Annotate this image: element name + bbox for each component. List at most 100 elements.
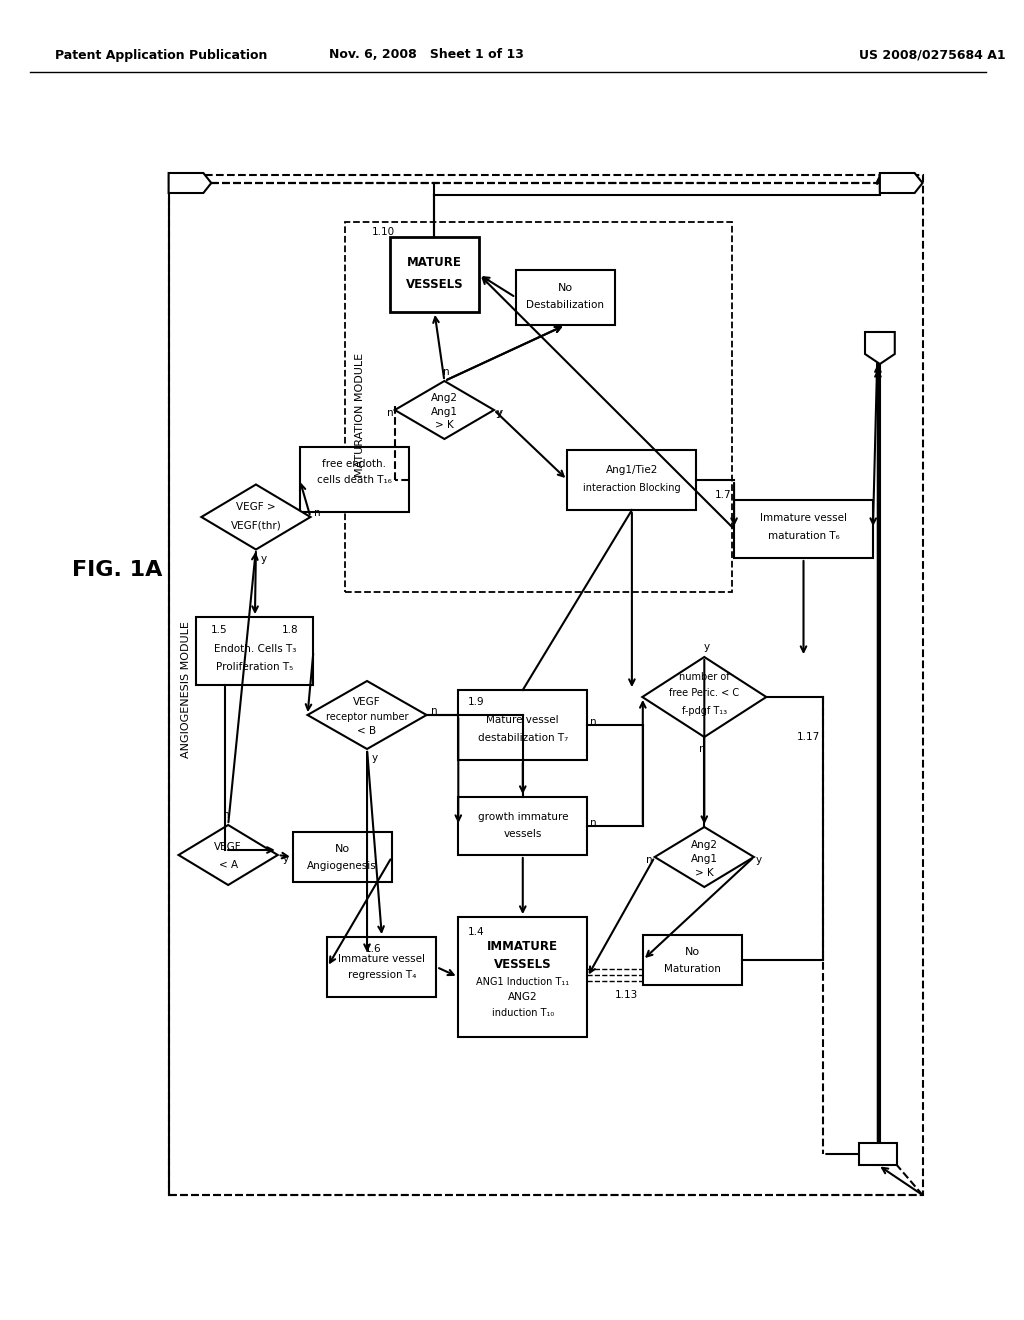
Text: < A: < A bbox=[218, 861, 238, 870]
Bar bbox=[169, 176, 923, 1195]
Text: Destabilization: Destabilization bbox=[526, 300, 604, 310]
Polygon shape bbox=[202, 484, 310, 549]
Text: y: y bbox=[261, 554, 267, 564]
Polygon shape bbox=[880, 173, 923, 193]
Bar bbox=[859, 1143, 897, 1166]
Bar bbox=[643, 935, 742, 985]
Text: No: No bbox=[685, 946, 700, 957]
Text: VESSELS: VESSELS bbox=[494, 957, 552, 970]
Text: n: n bbox=[590, 717, 597, 727]
Polygon shape bbox=[642, 657, 766, 737]
Text: Ang1/Tie2: Ang1/Tie2 bbox=[606, 465, 658, 475]
Text: 1.4: 1.4 bbox=[468, 927, 484, 937]
Bar bbox=[345, 222, 732, 591]
Text: > K: > K bbox=[435, 420, 454, 430]
Text: No: No bbox=[335, 843, 350, 854]
Text: MATURATION MODULE: MATURATION MODULE bbox=[355, 352, 366, 477]
Text: n: n bbox=[223, 810, 229, 820]
Bar bbox=[300, 447, 409, 512]
Text: VESSELS: VESSELS bbox=[406, 277, 463, 290]
Text: 3: 3 bbox=[873, 1147, 883, 1160]
Text: free endoth.: free endoth. bbox=[323, 459, 386, 469]
Bar bbox=[328, 937, 436, 997]
Text: VEGF: VEGF bbox=[214, 842, 242, 851]
Text: Nov. 6, 2008   Sheet 1 of 13: Nov. 6, 2008 Sheet 1 of 13 bbox=[329, 49, 524, 62]
Text: Angiogenesis: Angiogenesis bbox=[307, 861, 377, 871]
Text: interaction Blocking: interaction Blocking bbox=[583, 483, 681, 492]
Text: y: y bbox=[756, 855, 762, 865]
Text: regression T₄: regression T₄ bbox=[348, 970, 416, 979]
Text: Ang2: Ang2 bbox=[691, 840, 718, 850]
Text: Endoth. Cells T₃: Endoth. Cells T₃ bbox=[214, 644, 296, 653]
Text: < B: < B bbox=[357, 726, 377, 737]
Bar bbox=[516, 271, 615, 325]
Text: Ang1: Ang1 bbox=[691, 854, 718, 865]
Text: 1.17: 1.17 bbox=[797, 733, 820, 742]
Text: 1.9: 1.9 bbox=[468, 697, 484, 708]
Text: VEGF(thr): VEGF(thr) bbox=[230, 520, 282, 531]
Text: 1.7: 1.7 bbox=[715, 490, 731, 500]
Text: 1.8: 1.8 bbox=[282, 624, 299, 635]
Text: growth immature: growth immature bbox=[477, 812, 568, 822]
Text: FIG. 1A: FIG. 1A bbox=[72, 560, 162, 579]
Text: VEGF: VEGF bbox=[353, 697, 381, 708]
Bar bbox=[197, 616, 313, 685]
Text: number of: number of bbox=[679, 672, 730, 682]
Text: y: y bbox=[703, 642, 710, 652]
Text: free Peric. < C: free Peric. < C bbox=[670, 688, 739, 698]
Bar bbox=[459, 690, 587, 760]
Polygon shape bbox=[865, 333, 895, 364]
Text: 1.13: 1.13 bbox=[614, 990, 638, 1001]
Text: US 2008/0275684 A1: US 2008/0275684 A1 bbox=[859, 49, 1006, 62]
Text: n: n bbox=[431, 706, 438, 715]
Text: 1.10: 1.10 bbox=[372, 227, 395, 238]
Text: No: No bbox=[558, 282, 573, 293]
Text: ANGIOGENESIS MODULE: ANGIOGENESIS MODULE bbox=[181, 622, 191, 759]
Text: n: n bbox=[443, 367, 450, 378]
Text: y: y bbox=[283, 854, 289, 865]
Text: n: n bbox=[646, 855, 653, 865]
Text: Patent Application Publication: Patent Application Publication bbox=[54, 49, 267, 62]
Text: 1: 1 bbox=[182, 177, 190, 190]
Text: Ang1: Ang1 bbox=[431, 407, 458, 417]
Text: n: n bbox=[699, 744, 706, 754]
Text: 2: 2 bbox=[893, 177, 902, 190]
Text: 4: 4 bbox=[876, 338, 885, 351]
Text: y: y bbox=[496, 408, 502, 418]
Text: ANG2: ANG2 bbox=[508, 993, 538, 1002]
Text: IMMATURE: IMMATURE bbox=[487, 940, 558, 953]
Text: Proliferation T₅: Proliferation T₅ bbox=[216, 663, 294, 672]
Text: MATURE: MATURE bbox=[408, 256, 462, 268]
Text: Maturation: Maturation bbox=[664, 964, 721, 974]
Text: induction T₁₀: induction T₁₀ bbox=[492, 1008, 554, 1018]
Bar bbox=[459, 917, 587, 1038]
Text: maturation T₆: maturation T₆ bbox=[768, 531, 840, 541]
Polygon shape bbox=[654, 828, 754, 887]
Text: receptor number: receptor number bbox=[326, 711, 409, 722]
Text: cells death T₁₆: cells death T₁₆ bbox=[316, 475, 391, 484]
Text: ANG1 Induction T₁₁: ANG1 Induction T₁₁ bbox=[476, 977, 569, 987]
Text: y: y bbox=[497, 408, 503, 418]
Text: y: y bbox=[372, 752, 378, 763]
Text: n: n bbox=[590, 818, 597, 828]
Text: n: n bbox=[314, 508, 321, 517]
Text: 1.5: 1.5 bbox=[211, 624, 228, 635]
Text: Mature vessel: Mature vessel bbox=[486, 715, 559, 725]
Bar bbox=[390, 238, 479, 312]
Bar bbox=[567, 450, 696, 510]
Text: destabilization T₇: destabilization T₇ bbox=[477, 733, 568, 743]
Bar bbox=[459, 797, 587, 855]
Text: n: n bbox=[386, 408, 393, 418]
Bar bbox=[293, 832, 392, 882]
Bar bbox=[734, 500, 872, 558]
Polygon shape bbox=[178, 825, 278, 884]
Polygon shape bbox=[395, 381, 494, 440]
Text: vessels: vessels bbox=[504, 829, 542, 840]
Polygon shape bbox=[169, 173, 211, 193]
Text: > K: > K bbox=[695, 869, 714, 878]
Text: VEGF >: VEGF > bbox=[237, 502, 275, 512]
Text: Immature vessel: Immature vessel bbox=[760, 513, 847, 523]
Text: Immature vessel: Immature vessel bbox=[338, 954, 425, 964]
Text: 1.6: 1.6 bbox=[366, 944, 382, 954]
Text: f-pdgf T₁₃: f-pdgf T₁₃ bbox=[682, 706, 727, 715]
